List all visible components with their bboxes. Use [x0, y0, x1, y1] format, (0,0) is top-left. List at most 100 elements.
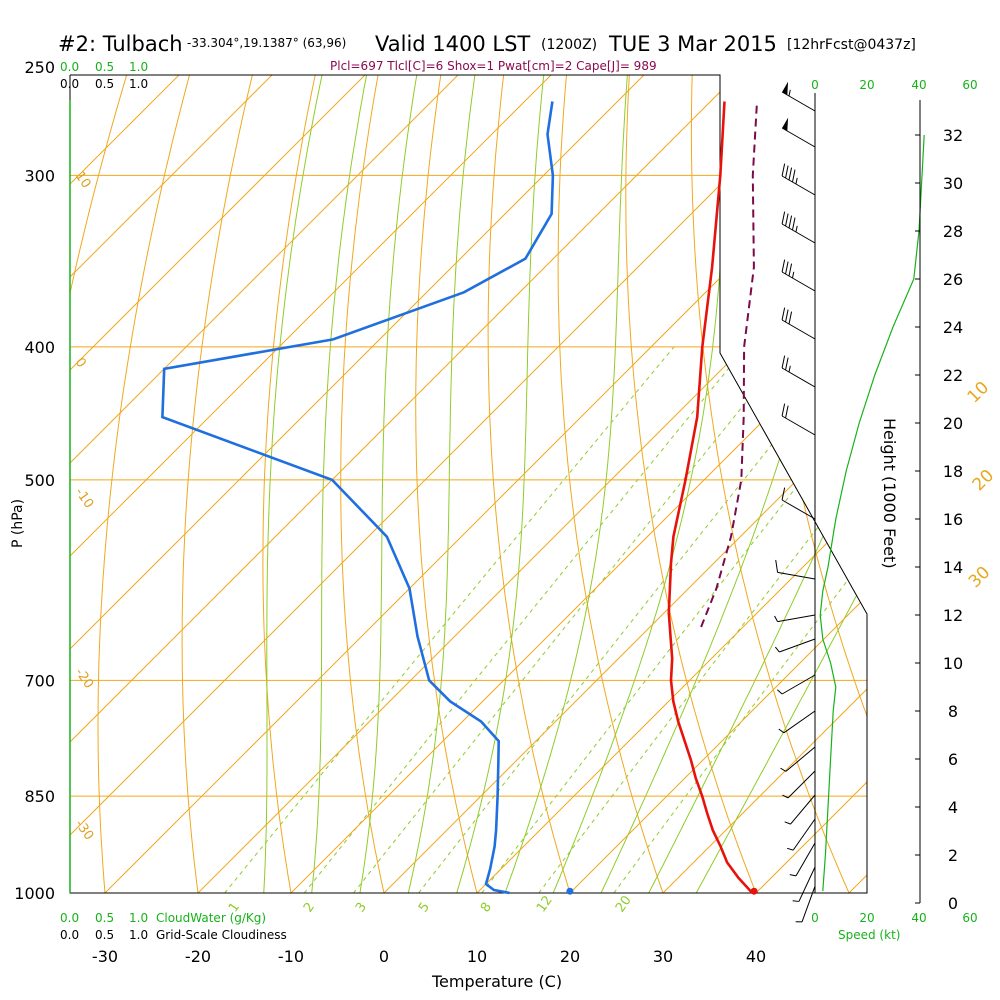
- wind-barb-half-feather: [795, 177, 798, 185]
- dry-adiabat-line: [340, 75, 392, 893]
- bottom-cloudiness-scale: 0.0 0.5 1.0 Grid-Scale Cloudiness: [60, 928, 287, 942]
- height-tick: 24: [943, 318, 963, 337]
- top-cloudwater-scale: 0.0 0.5 1.0: [60, 60, 148, 74]
- wind-barb: [795, 886, 816, 923]
- wind-barb-staff: [781, 415, 816, 436]
- dry-adiabat-line: [625, 75, 769, 893]
- wind-barb-half-feather: [788, 365, 791, 373]
- mixing-ratio-label: 20: [613, 893, 635, 915]
- wind-barb-half-feather: [792, 900, 799, 902]
- wind-barb-half-feather: [778, 728, 785, 734]
- wind-barb-feather: [788, 215, 793, 229]
- wind-barb: [781, 307, 816, 340]
- bottom-cloudiness-tick: 0.0: [60, 928, 79, 942]
- dry-adiabats: [0, 42, 867, 922]
- wind-barb-feather: [785, 261, 789, 275]
- wind-barb: [774, 614, 816, 623]
- top-cloudiness-scale: 0.0 0.5 1.0: [60, 77, 148, 91]
- wind-barb-staff: [781, 319, 816, 340]
- dry-adiabat-label: 0: [72, 355, 89, 370]
- height-tick: 32: [943, 126, 963, 145]
- sounding-series: [161, 101, 758, 895]
- wind-barb: [781, 211, 816, 244]
- isotherm-line: [70, 75, 281, 893]
- station-coords: -33.304°,19.1387° (63,96): [187, 36, 346, 50]
- wind-barb: [781, 487, 816, 520]
- isotherm-line: [662, 75, 867, 893]
- mixing-ratio-line: [353, 346, 792, 893]
- valid-date: TUE 3 Mar 2015: [608, 32, 777, 56]
- wind-barb-feather: [781, 259, 786, 273]
- moist-adiabat-line: [679, 75, 867, 893]
- dry-adiabat-label: -10: [72, 485, 96, 511]
- wind-barb-staff: [798, 866, 816, 902]
- wind-speed-curve: [819, 134, 925, 892]
- wind-speed-bottom-ticks: 0 20 40 60 Speed (kt): [811, 911, 977, 942]
- dry-adiabat-line: [557, 75, 674, 893]
- bottom-cloudiness-tick: 1.0: [129, 928, 148, 942]
- wind-barb-feather: [781, 487, 786, 501]
- mixing-ratio-line: [224, 346, 675, 893]
- wind-barb: [781, 81, 816, 112]
- dry-adiabat-label: -30: [72, 817, 96, 843]
- wind-barb-feather: [788, 311, 793, 325]
- wind-barb-half-feather: [788, 89, 791, 97]
- moist-adiabat-line: [447, 75, 546, 893]
- moist-adiabat-line: [633, 75, 867, 893]
- bottom-cloudiness-tick: 0.5: [95, 928, 114, 942]
- wind-barb-staff: [779, 638, 816, 653]
- wind-barb: [781, 117, 816, 148]
- pressure-tick: 700: [24, 671, 55, 690]
- dry-adiabat-line: [0, 42, 13, 922]
- x-axis-label: Temperature (C): [431, 972, 562, 991]
- bottom-cloudwater-label: CloudWater (g/Kg): [156, 911, 266, 925]
- height-tick: 12: [943, 606, 963, 625]
- wind-barb-half-feather: [786, 847, 794, 851]
- wind-barb-staff: [781, 367, 816, 388]
- mixing-ratio-label: 5: [416, 900, 433, 915]
- bottom-cloudwater-tick: 0.5: [95, 911, 114, 925]
- mixing-ratio-label: 3: [353, 900, 370, 915]
- wind-barb-staff: [787, 770, 816, 799]
- wind-barb-feather: [788, 167, 793, 181]
- wind-barb-feather: [791, 169, 796, 183]
- pressure-tick: 400: [24, 338, 55, 357]
- pressure-tick: 850: [24, 787, 55, 806]
- wind-barb-staff: [795, 842, 816, 877]
- moist-adiabat-line: [586, 75, 855, 893]
- height-tick: 4: [948, 798, 958, 817]
- moist-adiabat-line: [261, 75, 325, 893]
- height-tick: 2: [948, 846, 958, 865]
- height-axis-label: Height (1000 Feet): [880, 418, 899, 569]
- wind-barb-feather: [781, 163, 786, 177]
- isotherm-line: [476, 75, 867, 893]
- mixing-ratio-label: 2: [301, 900, 318, 915]
- wind-barb-feather: [781, 211, 786, 225]
- moist-adiabat-line: [307, 75, 369, 893]
- pressure-tick: 500: [24, 471, 55, 490]
- pressure-tick: 1000: [14, 884, 55, 903]
- height-tick: 26: [943, 270, 963, 289]
- height-tick: 16: [943, 510, 963, 529]
- temperature-tick: 20: [560, 947, 580, 966]
- moist-adiabat-line: [400, 75, 477, 893]
- isobars: [70, 174, 867, 893]
- wind-barb-staff: [790, 794, 816, 825]
- dry-adiabat-line: [690, 75, 863, 893]
- wind-barb-feather: [785, 405, 789, 419]
- temperature-line: [667, 101, 754, 894]
- wind-speed-tick: 0: [811, 78, 819, 92]
- isotherm-line: [755, 75, 867, 893]
- wind-barb: [774, 638, 816, 653]
- top-cloudwater-tick: 1.0: [129, 60, 148, 74]
- wind-barb: [781, 163, 816, 196]
- wind-barbs: [774, 81, 816, 923]
- wind-barb-feather: [781, 355, 786, 369]
- wind-barb: [786, 818, 816, 851]
- wind-barb: [778, 710, 816, 734]
- wind-speed-tick: 20: [859, 78, 874, 92]
- wind-speed-profile: [819, 134, 925, 892]
- height-tick: 20: [943, 414, 963, 433]
- isotherm-label: 20: [969, 466, 998, 495]
